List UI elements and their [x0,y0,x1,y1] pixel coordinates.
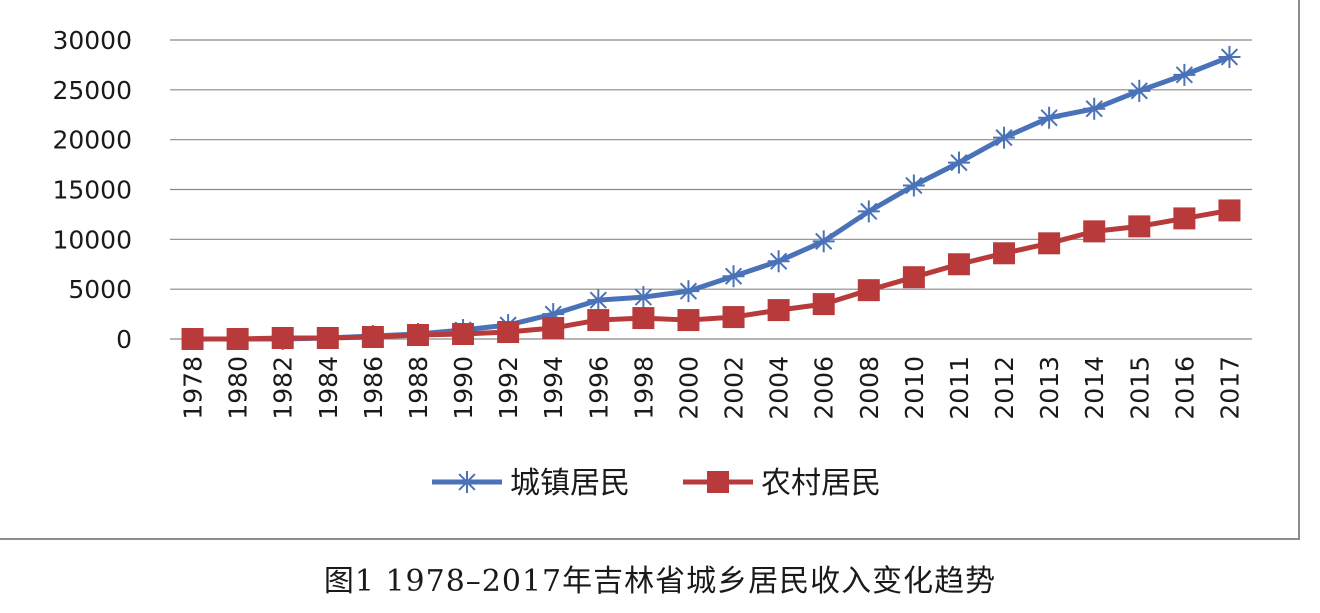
data-point-0-1996 [587,289,610,312]
y-tick-label-25000: 25000 [52,76,132,105]
data-point-1-1982 [271,327,294,350]
data-point-1-1990 [452,323,475,346]
data-point-0-2016 [1173,63,1196,86]
data-point-0-2014 [1083,97,1106,120]
x-tick-label-1978: 1978 [179,356,208,420]
data-point-1-2004 [767,299,790,322]
x-tick-label-1994: 1994 [539,356,568,420]
x-tick-label-1986: 1986 [359,356,388,420]
y-tick-label-5000: 5000 [68,275,132,304]
data-point-0-2012 [993,126,1016,149]
x-tick-label-2008: 2008 [855,356,884,420]
x-tick-label-1990: 1990 [449,356,478,420]
data-point-1-1988 [406,324,429,347]
data-point-1-1992 [497,321,520,344]
x-tick-label-2016: 2016 [1170,356,1199,420]
x-tick-label-2006: 2006 [810,356,839,420]
x-tick-label-1984: 1984 [314,356,343,420]
y-tick-label-20000: 20000 [52,126,132,155]
data-point-0-2015 [1128,79,1151,102]
y-tick-label-15000: 15000 [52,176,132,205]
x-axis-tick-labels: 1978 1980 1982 1984 1986 1988 1990 1992 1994 1996… [179,356,1245,420]
x-tick-label-2011: 2011 [945,356,974,420]
data-point-1-2010 [902,266,925,289]
data-point-1-2017 [1218,199,1241,222]
x-tick-label-2004: 2004 [765,356,794,420]
data-point-1-2008 [857,279,880,302]
y-axis-tick-labels: 0 5000 10000 15000 20000 25000 30000 [52,26,132,354]
x-tick-label-2010: 2010 [900,356,929,420]
x-tick-label-2013: 2013 [1035,356,1064,420]
data-point-1-1994 [542,317,565,340]
data-point-1-2015 [1128,215,1151,238]
x-tick-label-1982: 1982 [269,356,298,420]
data-point-1-2012 [993,242,1016,265]
data-point-1-1986 [361,326,384,349]
data-point-0-2006 [812,230,835,253]
x-tick-label-2015: 2015 [1125,356,1154,420]
data-point-1-1980 [226,328,249,350]
x-tick-label-2014: 2014 [1080,356,1109,420]
legend: 城镇居民 农村居民 [432,466,881,501]
legend-marker-1 [707,471,729,493]
data-point-0-2000 [677,280,700,303]
data-point-0-2011 [947,151,970,174]
y-tick-label-10000: 10000 [52,225,132,254]
series-lines [181,45,1241,350]
data-point-1-1984 [316,327,339,350]
data-point-0-2002 [722,265,745,288]
data-point-1-2000 [677,309,700,332]
series-line-1 [190,207,1232,342]
x-tick-label-2017: 2017 [1215,356,1244,420]
data-point-1-1998 [632,307,655,330]
x-tick-label-1980: 1980 [224,356,253,420]
figure-caption: 图1 1978–2017年吉林省城乡居民收入变化趋势 [323,564,997,599]
grid-lines [170,39,1252,340]
data-point-0-2004 [767,250,790,273]
x-tick-label-1988: 1988 [404,356,433,420]
legend-label-1: 农村居民 [761,466,881,501]
data-point-1-2006 [812,293,835,316]
y-tick-label-30000: 30000 [52,26,132,55]
x-tick-label-1998: 1998 [629,356,658,420]
data-point-1-2002 [722,306,745,329]
data-point-0-2010 [902,174,925,197]
x-tick-label-2012: 2012 [990,356,1019,420]
data-point-1-2016 [1173,207,1196,230]
data-point-0-2008 [857,200,880,223]
data-point-1-2014 [1083,220,1106,243]
x-tick-label-1996: 1996 [584,356,613,420]
x-tick-label-2002: 2002 [720,356,749,420]
data-point-0-2017 [1218,45,1241,68]
legend-marker-0 [456,471,478,493]
data-point-1-1978 [181,328,204,350]
y-tick-label-0: 0 [116,325,132,354]
data-point-1-2011 [947,253,970,276]
x-tick-label-2000: 2000 [674,356,703,420]
chart-frame [0,0,1300,540]
data-point-0-1998 [632,286,655,309]
x-tick-label-1992: 1992 [494,356,523,420]
series-line-0 [190,54,1232,342]
data-point-1-2013 [1038,232,1061,255]
data-point-0-2013 [1038,106,1061,129]
legend-label-0: 城镇居民 [510,466,630,501]
data-point-1-1996 [587,309,610,332]
